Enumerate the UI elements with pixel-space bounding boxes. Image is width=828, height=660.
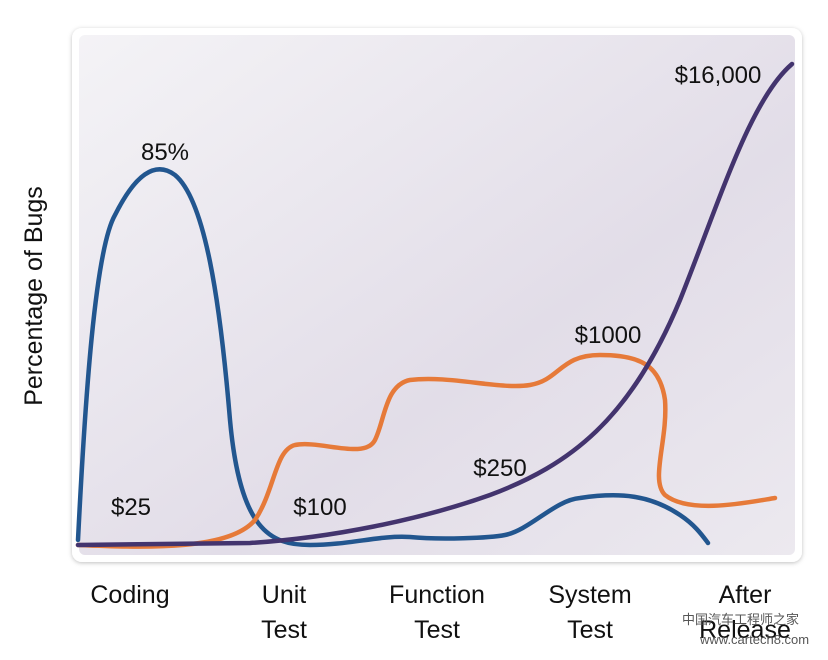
stage-label: Coding [90, 581, 169, 609]
cost-curve [75, 61, 795, 548]
watermark: www.cartech8.com [699, 632, 809, 647]
annotation: $1000 [575, 322, 642, 349]
y-axis-label: Percentage of Bugs [20, 186, 48, 406]
effort-curve [75, 352, 778, 549]
stage-labels: Coding Unit Test Function Test System Test Afte… [90, 581, 790, 644]
stage-label: Test [567, 616, 613, 644]
stage-label: Test [414, 616, 460, 644]
annotation: $25 [111, 494, 151, 521]
stage-label: Test [261, 616, 307, 644]
annotation: $16,000 [675, 62, 762, 89]
stage-label: Unit [262, 581, 307, 609]
stage-label: Release [699, 616, 791, 644]
stage-label: After [719, 581, 772, 609]
panel [79, 35, 795, 555]
annotation: 85% [141, 139, 189, 166]
stage-label: Function [389, 581, 485, 609]
watermark: 中国汽车工程师之家 [682, 612, 799, 627]
annotation: $100 [293, 494, 346, 521]
annotation: $250 [473, 455, 526, 482]
stage-label: System [548, 581, 631, 609]
